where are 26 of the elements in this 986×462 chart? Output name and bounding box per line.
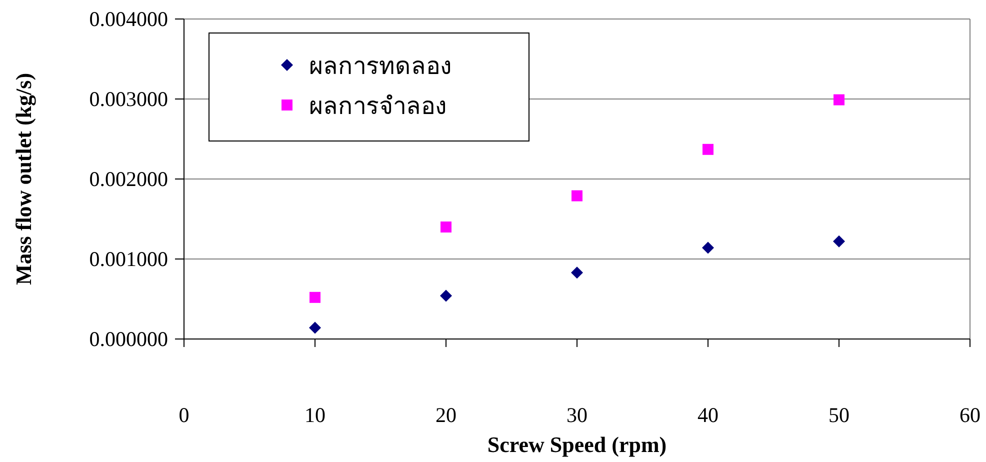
x-tick-label: 30 bbox=[566, 403, 588, 427]
point bbox=[310, 292, 320, 303]
y-tick-label: 0.000000 bbox=[89, 327, 168, 351]
y-tick-label: 0.003000 bbox=[89, 87, 168, 111]
point bbox=[702, 144, 714, 155]
point bbox=[834, 94, 844, 106]
x-tick-label: 10 bbox=[304, 403, 326, 427]
y-tick-label: 0.004000 bbox=[89, 7, 168, 31]
x-tick-label: 50 bbox=[828, 403, 850, 427]
point bbox=[440, 222, 452, 232]
x-tick-label: 0 bbox=[178, 403, 190, 427]
x-tick-label: 40 bbox=[698, 403, 718, 427]
legend-label: ผลการทดลอง bbox=[309, 52, 452, 80]
y-tick-label: 0.001000 bbox=[89, 247, 168, 271]
x-axis-title: Screw Speed (rpm) bbox=[487, 432, 667, 457]
y-tick-label: 0.002000 bbox=[89, 167, 168, 191]
point bbox=[571, 266, 583, 279]
point bbox=[833, 235, 845, 248]
x-tick-label: 60 bbox=[960, 403, 980, 427]
point bbox=[702, 242, 714, 254]
point bbox=[309, 322, 321, 334]
legend-label: ผลการจำลอง bbox=[309, 92, 447, 120]
point bbox=[572, 190, 582, 202]
y-axis-title: Mass flow outlet (kg/s) bbox=[11, 72, 36, 286]
x-tick-label: 20 bbox=[436, 403, 456, 427]
point bbox=[440, 290, 452, 302]
